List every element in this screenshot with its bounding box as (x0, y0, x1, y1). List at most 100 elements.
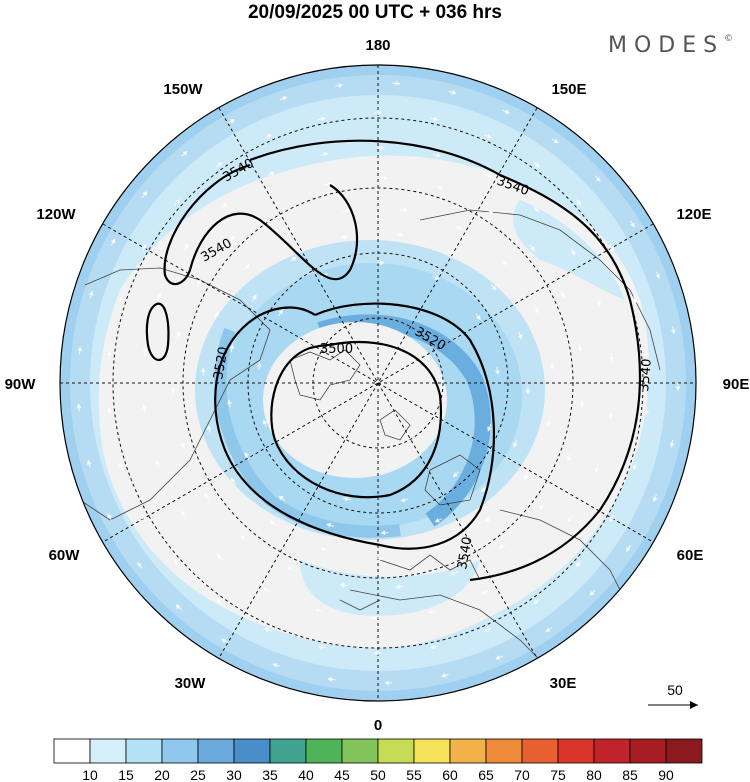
meridian-120e-60w (102, 223, 654, 543)
wind-arrow-head (214, 311, 219, 317)
wind-arrow-head (495, 655, 501, 660)
wind-arrow-head (86, 459, 92, 465)
lon-label-150w: 150W (163, 81, 203, 98)
wind-arrow-head (525, 389, 531, 395)
wind-arrow-head (609, 356, 615, 362)
colorbar-tick-label: 20 (154, 767, 170, 782)
wind-arrow-head (433, 116, 439, 122)
wind-arrow-head (594, 467, 600, 474)
map-boundary (59, 64, 697, 702)
brand-name: MODES (608, 33, 725, 58)
lon-label-120e: 120E (676, 206, 711, 223)
wind-arrow-head (577, 346, 583, 352)
wind-arrow-head (626, 546, 631, 553)
wind-arrow-head (517, 334, 523, 340)
colorbar-swatch (413, 738, 451, 764)
colorbar-swatch (89, 738, 127, 764)
wind-arrow-head (155, 459, 160, 465)
wind-arrow-head (576, 200, 582, 206)
wind-arrow-head (321, 116, 327, 122)
colorbar-swatch (53, 738, 91, 764)
colorbar-tick-label: 60 (442, 767, 458, 782)
wind-arrow-head (483, 627, 490, 632)
wind-arrow-head (184, 243, 189, 249)
polar-core (263, 322, 447, 478)
meridian-120w-60e (102, 223, 654, 543)
wind-arrow-head (175, 604, 181, 610)
wind-arrow-head (400, 497, 406, 503)
lon-label-0: 0 (374, 717, 382, 734)
wind-arrow-head (608, 413, 614, 419)
wind-arrow-head (632, 298, 638, 304)
lon-label-90e: 90E (723, 376, 750, 393)
wind-arrow-head (141, 404, 147, 410)
wind-arrow-head (475, 314, 481, 321)
wind-arrow-head (252, 294, 257, 300)
wind-arrow-head (481, 487, 486, 493)
wind-arrow-head (286, 566, 292, 571)
wind-vectors (76, 81, 681, 686)
wind-arrow-head (530, 245, 535, 251)
colorbar-labels: 10 15 20 25 30 35 40 45 50 55 60 65 70 75 80 85 90 (82, 767, 674, 782)
colorbar-swatch (377, 738, 415, 764)
wind-arrow-head (596, 301, 601, 307)
colorbar-swatch (665, 738, 703, 764)
contour-3540-closed (145, 302, 170, 362)
meridian-150e-30w (218, 107, 538, 659)
wind-arrow-head (545, 627, 551, 633)
colorbar-swatch (557, 738, 595, 764)
colorbar-swatch (629, 738, 667, 764)
colorbar-tick-label: 80 (586, 767, 602, 782)
wind-arrow-head (398, 231, 404, 237)
colorbar-tick-label: 35 (262, 767, 278, 782)
wind-arrow-head (504, 109, 510, 114)
wind-arrow-head (380, 260, 385, 266)
colorbar-tick-label: 50 (370, 767, 386, 782)
wind-arrow-head (342, 496, 348, 502)
wind-arrow-head (342, 234, 348, 240)
wind-arrow-head (229, 344, 235, 350)
wind-patch-east (512, 200, 625, 300)
wind-arrow-head (438, 184, 444, 190)
wind-arrow-head (269, 520, 275, 526)
wind-arrow-head (384, 680, 389, 686)
wind-arrow-head (488, 173, 494, 179)
wind-arrow-head (566, 456, 572, 462)
wind-arrow-head (107, 513, 112, 519)
wind-arrow-head (290, 228, 296, 233)
wind-arrow-head (384, 175, 389, 181)
wind-arrow-head (141, 244, 147, 250)
arctic-islands (289, 349, 481, 506)
colorbar-tick-label: 15 (118, 767, 134, 782)
wind-arrow-head (609, 516, 615, 522)
colorbar-tick-label: 10 (82, 767, 98, 782)
modes-logo: MODES© (608, 33, 733, 58)
wind-arrow-head (440, 672, 446, 678)
lon-label-60e: 60E (677, 547, 704, 564)
colorbar-swatch (485, 738, 523, 764)
wind-arrow-head (380, 530, 386, 536)
wind-arrow-head (395, 81, 401, 86)
wind-arrow-head (320, 547, 326, 552)
wind-arrow-head (575, 561, 581, 567)
wind-arrow-head (230, 235, 236, 241)
wind-arrow-head (535, 162, 541, 168)
wind-arrow-head (373, 650, 379, 656)
wind-arrow-head (176, 330, 181, 336)
contour-label: 3500 (320, 342, 353, 357)
wind-arrow-head (338, 83, 344, 88)
wind-arrow-head (227, 399, 232, 405)
wind-arrow-head (595, 176, 601, 182)
vector-reference-value: 50 (667, 682, 683, 698)
wind-arrow-head (609, 246, 615, 252)
wind-arrow-head (272, 663, 278, 668)
colorbar (53, 738, 703, 764)
wind-arrow-head (240, 535, 246, 541)
wind-arrow-head (434, 275, 440, 280)
wind-arrow-head (589, 590, 595, 596)
wind-arrow-head (323, 151, 329, 157)
wind-arrow-head (244, 452, 250, 458)
contour-label: 3520 (211, 345, 232, 380)
colorbar-swatch (197, 738, 235, 764)
wind-arrow-head (427, 609, 433, 615)
